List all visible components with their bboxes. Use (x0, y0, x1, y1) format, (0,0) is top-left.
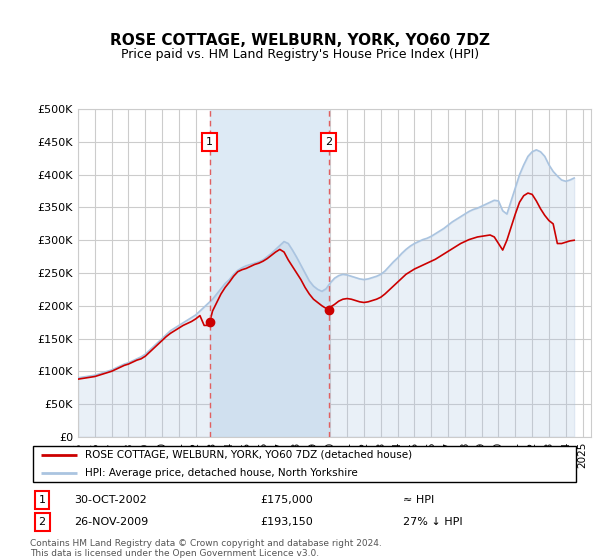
Text: 2: 2 (38, 517, 46, 526)
Text: 1: 1 (38, 495, 46, 505)
Bar (209, 109, 329, 437)
Text: ROSE COTTAGE, WELBURN, YORK, YO60 7DZ (detached house): ROSE COTTAGE, WELBURN, YORK, YO60 7DZ (d… (85, 450, 412, 460)
Text: 1: 1 (206, 137, 213, 147)
Text: Contains HM Land Registry data © Crown copyright and database right 2024.
This d: Contains HM Land Registry data © Crown c… (30, 539, 382, 558)
Text: £175,000: £175,000 (260, 495, 313, 505)
Text: 27% ↓ HPI: 27% ↓ HPI (403, 517, 463, 526)
Text: ROSE COTTAGE, WELBURN, YORK, YO60 7DZ: ROSE COTTAGE, WELBURN, YORK, YO60 7DZ (110, 33, 490, 48)
Text: £193,150: £193,150 (260, 517, 313, 526)
Text: ≈ HPI: ≈ HPI (403, 495, 434, 505)
Text: 26-NOV-2009: 26-NOV-2009 (74, 517, 148, 526)
Text: Price paid vs. HM Land Registry's House Price Index (HPI): Price paid vs. HM Land Registry's House … (121, 48, 479, 62)
Text: 2: 2 (325, 137, 332, 147)
Text: 30-OCT-2002: 30-OCT-2002 (74, 495, 146, 505)
FancyBboxPatch shape (33, 446, 576, 482)
Text: HPI: Average price, detached house, North Yorkshire: HPI: Average price, detached house, Nort… (85, 468, 358, 478)
